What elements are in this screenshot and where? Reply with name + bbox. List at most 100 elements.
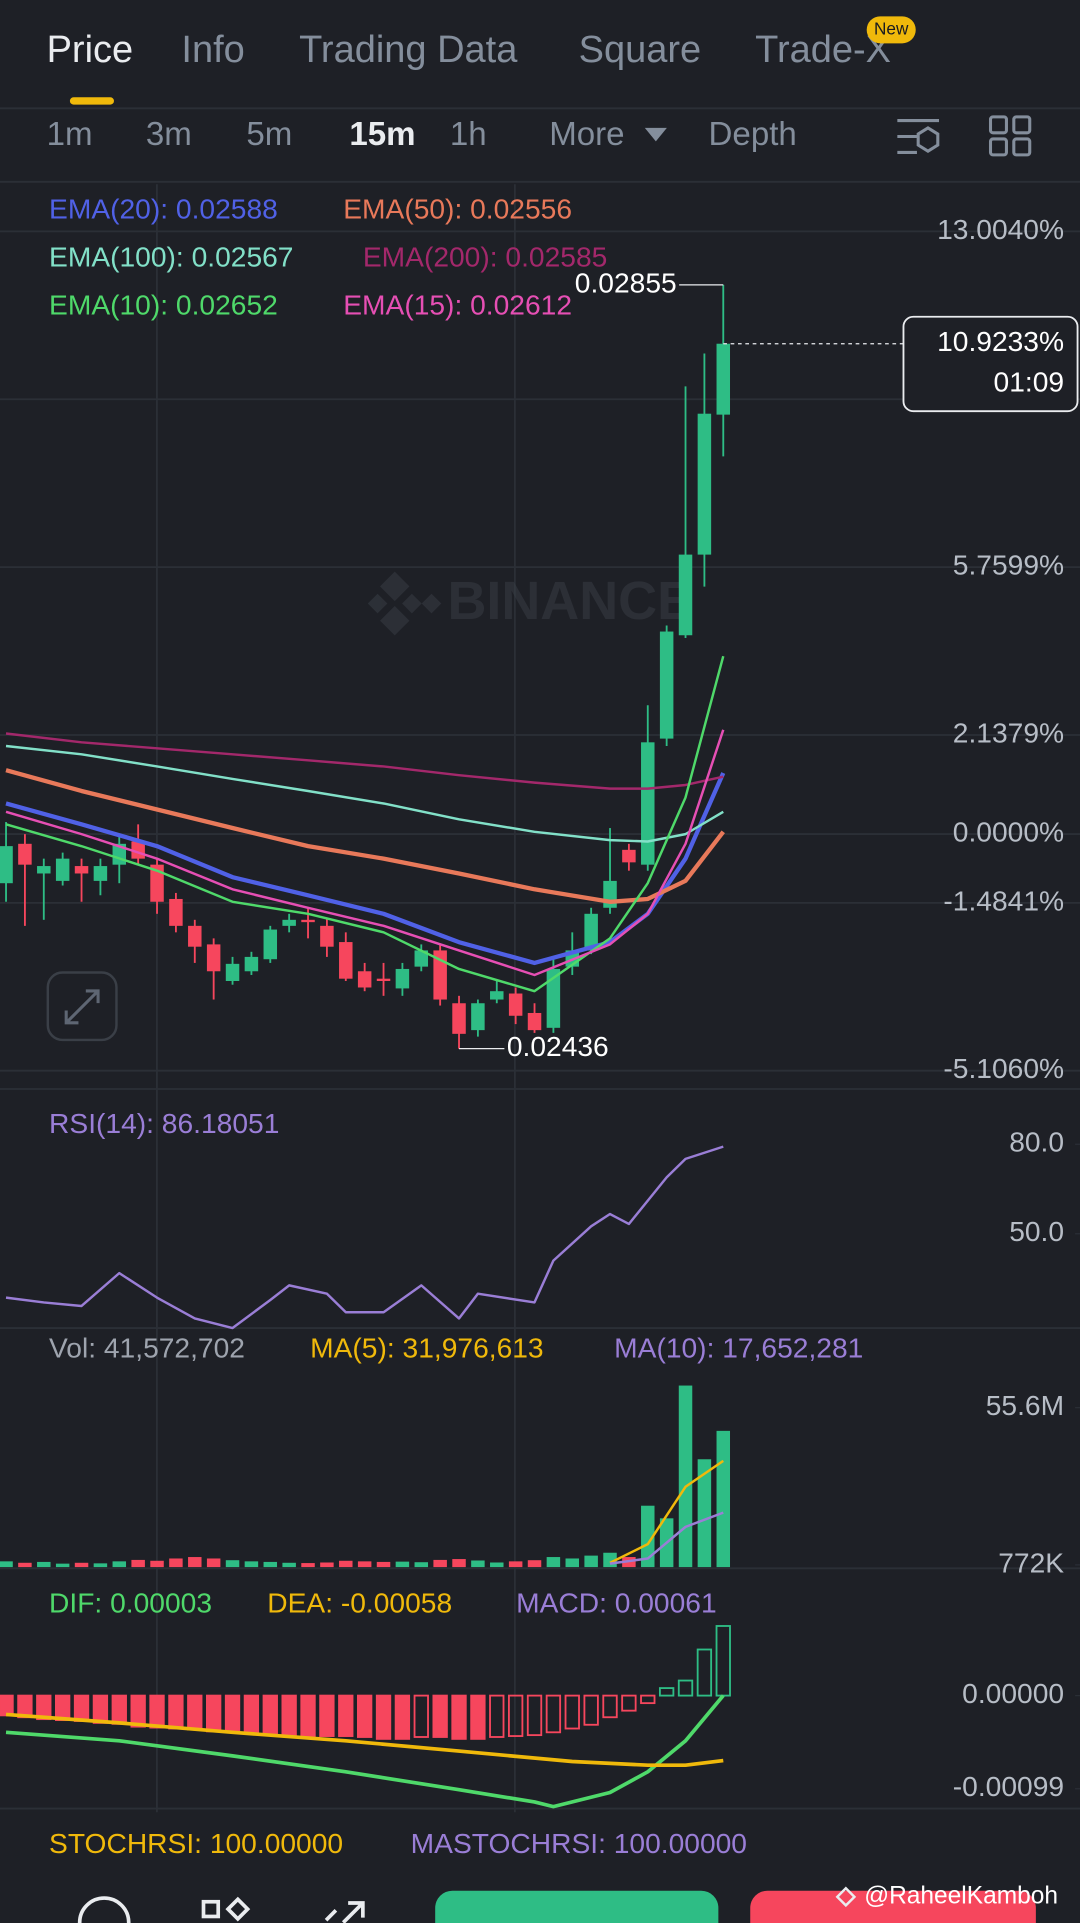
macd-bar — [262, 1694, 278, 1735]
y-tick-label: 2.1379% — [953, 716, 1064, 748]
interval[interactable]: 3m — [146, 116, 192, 153]
interval[interactable]: 1h — [450, 116, 487, 153]
candle-body — [55, 858, 70, 881]
y-tick-label: -0.00099 — [953, 1770, 1064, 1802]
indicator-line — [5, 768, 725, 904]
candle-body — [622, 849, 636, 863]
tab[interactable]: Trading Data — [299, 29, 518, 71]
interval[interactable]: More — [549, 116, 624, 153]
candle-body — [452, 1003, 466, 1034]
macd-bar — [224, 1694, 241, 1734]
candle-body — [376, 978, 391, 982]
macd-bar — [111, 1694, 127, 1725]
macd-bar — [281, 1694, 297, 1737]
macd-bar — [55, 1694, 71, 1721]
icon[interactable] — [324, 1901, 365, 1923]
macd-bar — [243, 1694, 260, 1734]
volume-bar — [584, 1555, 598, 1568]
volume-bar — [74, 1562, 89, 1568]
macd-bar — [640, 1694, 656, 1705]
layout-icon[interactable] — [988, 115, 1032, 157]
icon[interactable] — [201, 1896, 251, 1922]
candle-body — [697, 413, 712, 555]
indicator-line — [5, 744, 724, 843]
volume-bar — [0, 1561, 13, 1568]
volume-bar — [678, 1385, 693, 1568]
y-tick-label: 13.0040% — [937, 213, 1064, 245]
interval[interactable]: 1m — [47, 116, 93, 153]
indicator-legend: EMA(20): 0.02588 — [49, 193, 278, 225]
indicator-legend: STOCHRSI: 100.00000 — [49, 1827, 343, 1859]
dropdown-arrow — [644, 127, 667, 142]
interval[interactable]: 15m — [349, 116, 415, 153]
volume-bar — [263, 1561, 278, 1568]
candle-body — [471, 1003, 485, 1031]
volume-bar — [376, 1561, 391, 1568]
high-label: 0.02855 — [575, 266, 677, 298]
indicator-line — [5, 729, 725, 977]
volume-bar — [527, 1560, 542, 1568]
candle-body — [508, 993, 523, 1016]
indicator-legend: DIF: 0.00003 — [49, 1587, 212, 1619]
indicator-legend: Vol: 41,572,702 — [49, 1332, 245, 1364]
indicator-line — [5, 732, 724, 790]
candle-body — [93, 866, 108, 881]
interval[interactable]: 5m — [246, 116, 292, 153]
macd-bar — [564, 1694, 580, 1730]
volume-bar — [414, 1562, 429, 1568]
sell-button[interactable] — [750, 1890, 1036, 1923]
macd-bar — [602, 1694, 618, 1719]
candle-body — [0, 846, 13, 884]
macd-bar — [677, 1679, 694, 1697]
badge-text: New — [874, 18, 909, 38]
macd-bar — [507, 1694, 524, 1737]
macd-bar — [545, 1694, 562, 1734]
credit: @RaheelKamboh — [864, 1882, 1058, 1909]
candle-body — [74, 866, 89, 874]
volume-bar — [188, 1557, 202, 1568]
expand-button[interactable] — [46, 971, 118, 1042]
interval[interactable]: Depth — [709, 116, 797, 153]
macd-bar — [168, 1694, 184, 1730]
candle-body — [339, 942, 353, 979]
last-price-label: 10.9233% — [937, 325, 1064, 357]
candle-body — [395, 968, 410, 989]
macd-bar — [583, 1694, 599, 1726]
macd-bar — [696, 1648, 713, 1697]
candle-body — [150, 864, 164, 902]
volume-bar — [452, 1559, 466, 1568]
tab[interactable]: Info — [181, 29, 244, 71]
tab[interactable]: Price — [47, 29, 134, 71]
volume-bar — [225, 1560, 240, 1568]
candle-body — [414, 950, 429, 967]
candle-body — [37, 866, 51, 874]
watermark-text: BINANCE — [447, 571, 693, 631]
volume-bar — [55, 1563, 70, 1568]
indicator-line — [5, 1694, 725, 1809]
volume-bar — [301, 1563, 315, 1568]
macd-bar — [319, 1694, 335, 1737]
volume-bar — [508, 1561, 523, 1568]
indicator-legend: EMA(200): 0.02585 — [363, 241, 607, 273]
indicator-legend: RSI(14): 86.18051 — [49, 1107, 279, 1139]
low-label: 0.02436 — [507, 1030, 609, 1062]
candle-body — [490, 991, 504, 1000]
macd-bar — [526, 1694, 543, 1737]
volume-bar — [244, 1561, 259, 1568]
volume-bar — [169, 1558, 183, 1568]
tab[interactable]: Square — [579, 29, 702, 71]
macd-bar — [394, 1694, 411, 1740]
y-tick-label: 5.7599% — [953, 549, 1064, 581]
volume-bar — [546, 1557, 561, 1568]
volume-bar — [206, 1558, 221, 1568]
macd-bar — [451, 1694, 467, 1740]
indicator-legend: MA(5): 31,976,613 — [310, 1332, 543, 1364]
settings-icon[interactable] — [897, 119, 940, 154]
macd-bar — [432, 1694, 448, 1738]
candle-body — [263, 929, 278, 960]
macd-bar — [130, 1694, 146, 1728]
bottom-bar: @RaheelKamboh — [77, 1882, 1058, 1923]
indicator-legend: MACD: 0.00061 — [516, 1587, 717, 1619]
buy-button[interactable] — [435, 1890, 719, 1923]
